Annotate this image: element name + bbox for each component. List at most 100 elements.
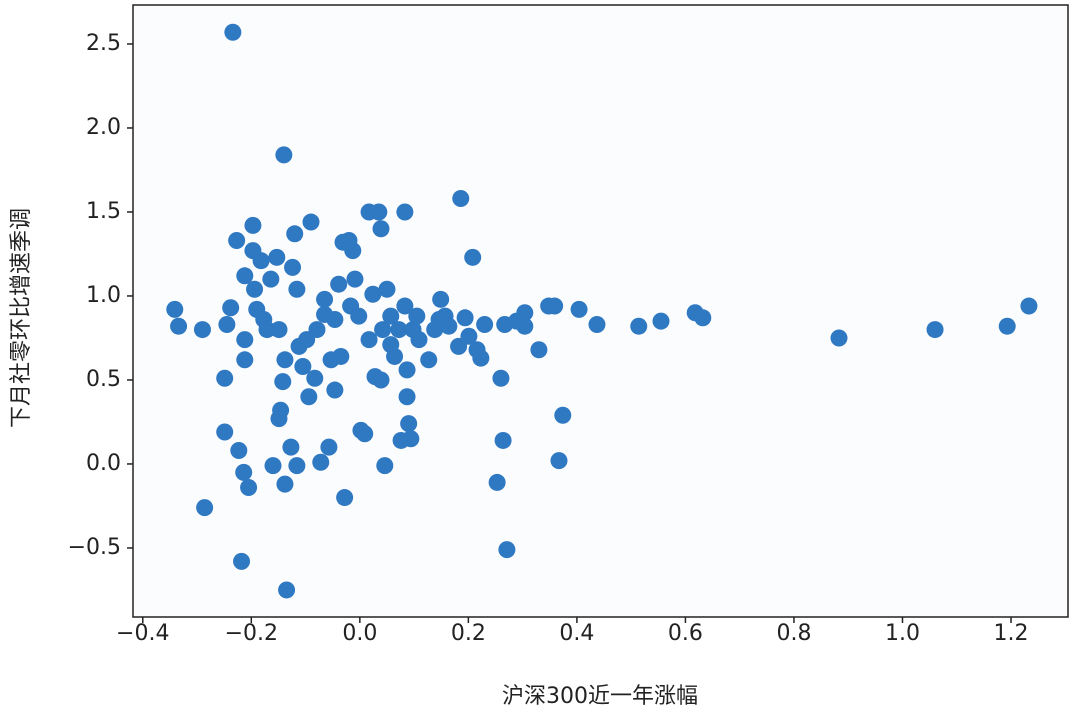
point — [630, 317, 648, 335]
point — [193, 321, 211, 339]
point — [316, 290, 334, 308]
y-tick-label: 1.0 — [86, 283, 121, 308]
y-tick-label: 0.0 — [86, 451, 121, 476]
point — [360, 331, 378, 349]
point — [302, 213, 320, 231]
point — [926, 321, 944, 339]
point — [236, 331, 254, 349]
x-tick-label: 0.4 — [559, 621, 594, 646]
point — [216, 423, 234, 441]
point — [396, 297, 414, 315]
y-tick-label: 1.5 — [86, 199, 121, 224]
point — [282, 438, 300, 456]
x-tick-label: 0.6 — [668, 621, 703, 646]
point — [550, 452, 568, 470]
point — [460, 327, 478, 345]
point — [382, 307, 400, 325]
plot-frame — [132, 4, 1069, 618]
x-tick-label: 0.8 — [776, 621, 811, 646]
x-tick-label: 1.2 — [994, 621, 1029, 646]
point — [432, 290, 450, 308]
point — [276, 351, 294, 369]
point — [264, 457, 282, 475]
point — [374, 321, 392, 339]
point — [420, 351, 438, 369]
point — [300, 388, 318, 406]
point — [344, 242, 362, 260]
point — [236, 351, 254, 369]
point — [546, 297, 564, 315]
point — [230, 442, 248, 460]
y-tick-label: 2.0 — [86, 115, 121, 140]
point — [170, 317, 188, 335]
x-tick-label: −0.2 — [225, 621, 278, 646]
point — [430, 310, 448, 328]
point — [270, 410, 288, 428]
point — [326, 310, 344, 328]
x-tick-label: 0.2 — [451, 621, 486, 646]
point — [244, 216, 262, 234]
point — [516, 304, 534, 322]
y-tick-label: 2.5 — [86, 31, 121, 56]
x-tick-label: −0.4 — [116, 621, 169, 646]
point — [274, 373, 292, 391]
point — [233, 552, 251, 570]
point — [390, 321, 408, 339]
point — [472, 349, 490, 367]
point — [376, 457, 394, 475]
point — [498, 541, 516, 559]
point — [408, 307, 426, 325]
point — [246, 280, 264, 298]
point — [336, 489, 354, 507]
point — [306, 369, 324, 387]
point — [998, 317, 1016, 335]
point — [652, 312, 670, 330]
point — [284, 258, 302, 276]
point — [240, 478, 258, 496]
point — [320, 438, 338, 456]
point — [382, 336, 400, 354]
point — [356, 425, 374, 443]
point — [228, 232, 246, 250]
point — [312, 453, 330, 471]
point — [570, 300, 588, 318]
point — [166, 300, 184, 318]
point — [294, 358, 312, 376]
point — [218, 316, 236, 334]
point — [1020, 297, 1038, 315]
y-tick-label: 0.5 — [86, 367, 121, 392]
point — [694, 309, 712, 327]
point — [378, 280, 396, 298]
point — [222, 299, 240, 317]
point — [464, 248, 482, 266]
point — [588, 316, 606, 334]
point — [286, 225, 304, 243]
point — [554, 406, 572, 424]
point — [830, 329, 848, 347]
point — [372, 371, 390, 389]
point — [288, 457, 306, 475]
point — [488, 473, 506, 491]
point — [196, 499, 214, 517]
point — [276, 475, 294, 493]
x-tick-label: 1.0 — [885, 621, 920, 646]
point — [530, 341, 548, 359]
point — [350, 307, 368, 325]
point — [270, 321, 288, 339]
point — [370, 203, 388, 221]
point — [252, 252, 270, 270]
point — [216, 369, 234, 387]
point — [308, 321, 326, 339]
point — [268, 248, 286, 266]
point — [402, 430, 420, 448]
point — [492, 369, 510, 387]
point — [476, 316, 494, 334]
point — [346, 270, 364, 288]
point — [372, 220, 390, 238]
y-axis-label: 下月社零环比增速季调 — [9, 208, 34, 428]
point — [400, 415, 418, 433]
point — [332, 347, 350, 365]
point — [410, 331, 428, 349]
